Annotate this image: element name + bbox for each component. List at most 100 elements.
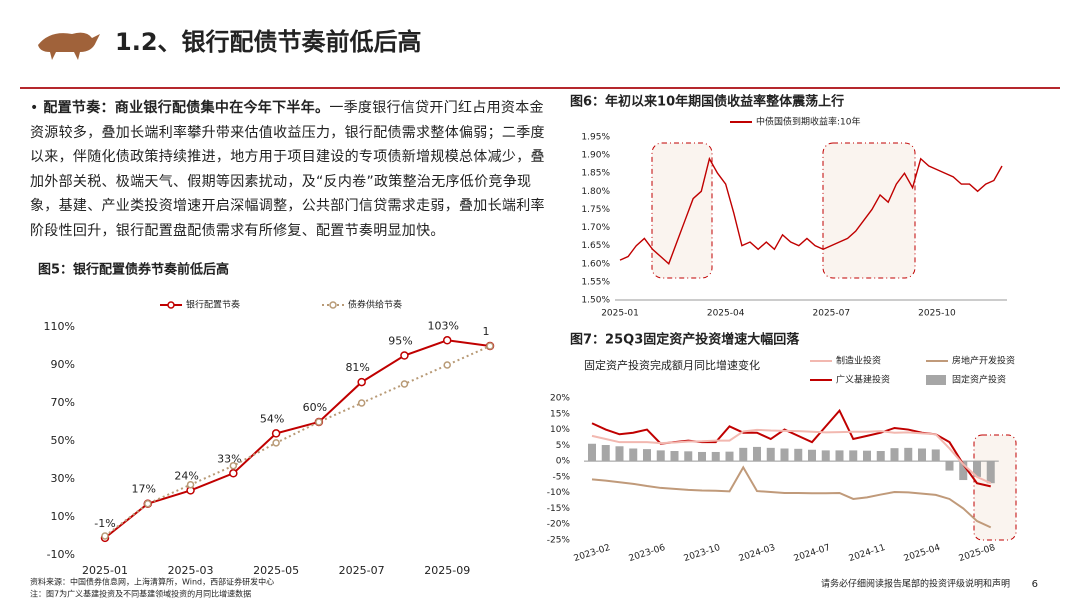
page-title: 1.2、银行配债节奏前低后高 — [115, 28, 422, 56]
y-tick-label: 1.70% — [581, 223, 610, 233]
y-tick-label: 15% — [550, 409, 570, 419]
bar — [821, 450, 830, 462]
bar — [656, 450, 665, 462]
bar — [986, 461, 995, 484]
point — [229, 469, 238, 478]
highlight-box — [973, 434, 1017, 541]
data-label: 24% — [174, 469, 198, 482]
legend-label: 广义基建投资 — [836, 374, 890, 386]
x-tick-label: 2025-07 — [339, 564, 385, 577]
x-tick-label: 2023-10 — [683, 543, 722, 564]
x-tick-label: 2023-02 — [573, 543, 612, 564]
bar — [863, 450, 871, 462]
y-tick-label: 30% — [51, 472, 75, 485]
point — [486, 342, 494, 350]
bar — [945, 461, 954, 471]
y-tick-label: 5% — [556, 441, 571, 451]
data-label: 81% — [345, 361, 369, 374]
x-tick-label: 2025-01 — [601, 309, 639, 319]
x-tick-label: 2025-04 — [903, 543, 942, 564]
y-tick-label: 1.95% — [581, 133, 610, 143]
data-label: 17% — [132, 483, 156, 496]
y-tick-label: 1.80% — [581, 187, 610, 197]
x-tick-label: 2025-08 — [958, 543, 997, 564]
x-tick-label: 2025-05 — [253, 564, 299, 577]
x-tick-label: 2023-06 — [628, 543, 667, 564]
bar — [725, 451, 734, 462]
y-tick-label: -25% — [547, 536, 571, 546]
point — [229, 461, 238, 470]
series-line — [591, 408, 991, 488]
legend-marker — [167, 301, 175, 309]
data-label: 33% — [217, 452, 241, 465]
y-tick-label: 20% — [550, 394, 570, 404]
point — [271, 429, 281, 438]
y-tick-label: 10% — [51, 510, 75, 523]
body: 一季度银行信贷开门红占用资本金资源较多，叠加长端利率攀升带来估值收益压力，银行配… — [30, 100, 545, 239]
y-tick-label: 1.85% — [581, 169, 610, 179]
legend-label: 中债国债到期收益率:10年 — [756, 116, 861, 128]
data-label: -1% — [94, 517, 115, 530]
figure-title: 图7：25Q3固定资产投资增速大幅回落 — [570, 332, 800, 348]
x-tick-label: 2025-01 — [82, 564, 128, 577]
x-tick-label: 2024-03 — [738, 543, 777, 564]
bar — [849, 450, 858, 462]
highlight-box — [651, 142, 713, 279]
point — [442, 336, 452, 345]
point — [400, 351, 409, 360]
bullet-text: • 配置节奏：商业银行配债集中在今年下半年。一季度银行信贷开门红占用资本金资源较… — [30, 100, 545, 239]
note: 注：图7为广义基建投资及不同基建领域投资的月同比增速数据 — [30, 589, 251, 599]
y-tick-label: 1.55% — [581, 277, 610, 287]
bar — [876, 451, 885, 462]
y-tick-label: 110% — [44, 320, 75, 333]
y-tick-label: -15% — [547, 504, 571, 514]
logo — [38, 32, 100, 60]
bar — [904, 447, 913, 462]
y-tick-label: 1.90% — [581, 151, 610, 161]
point — [315, 418, 323, 426]
bar — [918, 448, 926, 462]
highlight-box — [822, 142, 916, 279]
x-tick-label: 2024-11 — [848, 543, 887, 564]
legend-label: 银行配置节奏 — [186, 299, 240, 311]
y-tick-label: 1.60% — [581, 259, 610, 269]
bar — [670, 451, 679, 462]
x-tick-label: 2025-03 — [168, 564, 214, 577]
y-tick-label: -10% — [547, 488, 571, 498]
figure-title: 图6：年初以来10年期国债收益率整体震荡上行 — [570, 94, 844, 110]
chart-subtitle: 固定资产投资完成额月同比增速变化 — [584, 358, 760, 372]
bar — [684, 451, 693, 462]
series-line — [591, 428, 992, 485]
bar — [973, 461, 981, 477]
y-tick-label: 70% — [51, 396, 75, 409]
x-tick-label: 2025-07 — [813, 309, 851, 319]
bar — [808, 449, 816, 462]
bar — [766, 447, 775, 462]
y-tick-label: -20% — [547, 520, 571, 530]
y-tick-label: 10% — [550, 425, 570, 435]
y-tick-label: -5% — [552, 472, 570, 482]
series-line — [619, 156, 1003, 265]
y-tick-label: 50% — [51, 434, 75, 447]
bar — [835, 450, 844, 462]
y-tick-label: -10% — [47, 548, 75, 561]
point — [144, 499, 152, 508]
bar — [931, 449, 940, 462]
bar — [615, 446, 624, 462]
bar — [780, 448, 789, 462]
series-line — [104, 345, 491, 537]
data-label: 60% — [303, 401, 327, 414]
point — [357, 399, 366, 407]
series-line — [591, 465, 992, 529]
point — [272, 439, 280, 447]
x-tick-label: 2025-04 — [707, 309, 745, 319]
legend-label: 房地产开发投资 — [952, 355, 1015, 367]
y-tick-label: 1.50% — [581, 296, 610, 306]
lead: 配置节奏：商业银行配债集中在今年下半年。 — [43, 100, 330, 116]
bar — [753, 446, 761, 462]
figure-title: 图5：银行配置债券节奏前低后高 — [38, 262, 229, 278]
page-number: 6 — [1032, 579, 1038, 590]
point — [443, 361, 451, 369]
